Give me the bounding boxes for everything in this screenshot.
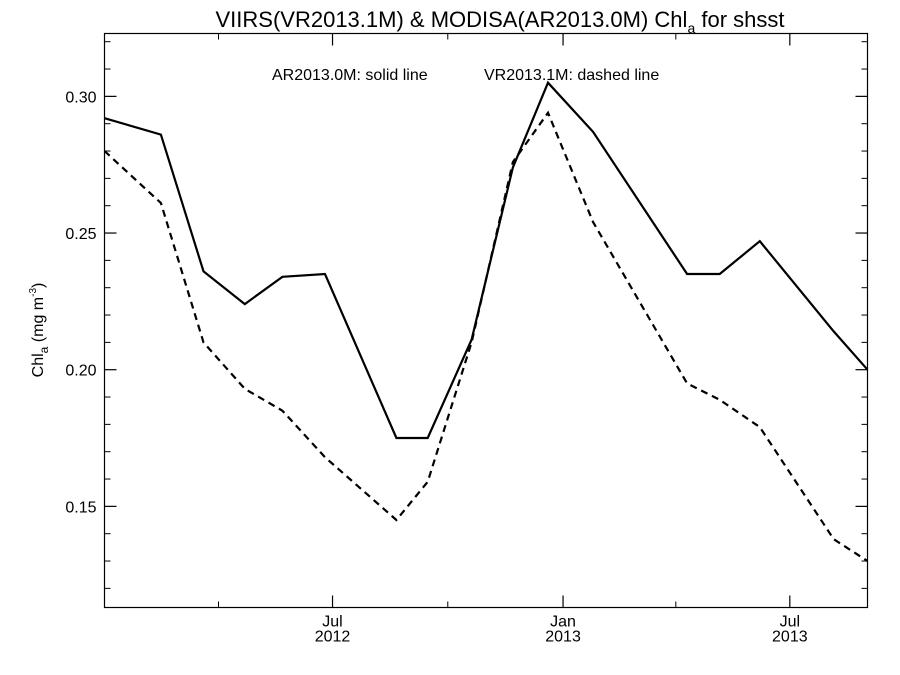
x-tick-label-year: 2013	[772, 629, 808, 646]
y-tick-label: 0.15	[65, 499, 96, 516]
x-tick-label-month: Jan	[550, 614, 576, 631]
plot-frame	[103, 32, 869, 609]
chart-title: VIIRS(VR2013.1M) & MODISA(AR2013.0M) Chl…	[216, 7, 785, 36]
series-line-solid	[104, 80, 869, 440]
y-tick-label: 0.25	[65, 226, 96, 243]
x-tick-label-year: 2012	[315, 629, 351, 646]
x-tick-label-year: 2013	[545, 629, 581, 646]
y-tick-label: 0.30	[65, 89, 96, 106]
legend-dashed-text: VR2013.1M: dashed line	[484, 67, 659, 84]
x-tick-label-month: Jul	[780, 614, 800, 631]
series-line-dashed	[103, 110, 869, 562]
x-tick-label-month: Jul	[322, 614, 342, 631]
legend-solid-text: AR2013.0M: solid line	[272, 67, 428, 84]
y-tick-label: 0.20	[65, 363, 96, 380]
y-axis-label: Chla (mg m-3)	[28, 283, 51, 378]
series-lines-group	[103, 80, 869, 562]
